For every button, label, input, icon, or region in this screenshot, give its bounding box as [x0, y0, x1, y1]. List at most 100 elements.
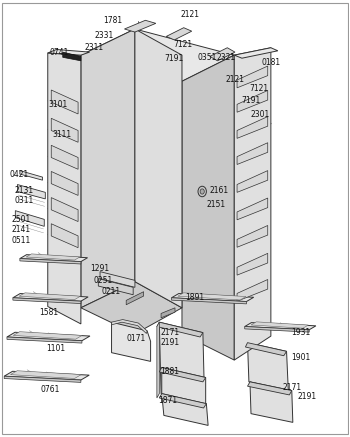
Polygon shape: [251, 322, 308, 328]
Text: 2171: 2171: [160, 328, 180, 337]
Text: 2131: 2131: [15, 186, 34, 195]
Polygon shape: [250, 382, 293, 423]
Polygon shape: [162, 394, 208, 425]
Text: 2311: 2311: [84, 43, 104, 52]
Polygon shape: [100, 272, 135, 287]
Text: 1891: 1891: [186, 293, 205, 302]
Polygon shape: [237, 170, 268, 192]
Polygon shape: [20, 255, 88, 262]
Text: 0211: 0211: [102, 287, 121, 296]
Polygon shape: [48, 49, 90, 55]
Text: 0171: 0171: [126, 334, 146, 343]
Polygon shape: [237, 143, 268, 164]
Polygon shape: [237, 117, 268, 139]
Polygon shape: [63, 52, 81, 61]
Polygon shape: [234, 48, 271, 360]
Polygon shape: [178, 293, 246, 300]
Text: 2301: 2301: [251, 110, 270, 119]
Text: 1101: 1101: [46, 344, 65, 353]
Polygon shape: [157, 322, 203, 337]
Polygon shape: [125, 20, 156, 32]
Text: 2191: 2191: [298, 392, 317, 401]
Polygon shape: [161, 308, 175, 318]
Circle shape: [200, 189, 204, 194]
Polygon shape: [15, 211, 44, 226]
Polygon shape: [172, 298, 246, 304]
Polygon shape: [81, 282, 182, 334]
Polygon shape: [126, 291, 144, 305]
Text: 2321: 2321: [217, 53, 236, 62]
Polygon shape: [237, 225, 268, 247]
Text: 2141: 2141: [11, 225, 30, 234]
Polygon shape: [4, 371, 89, 380]
Text: 1781: 1781: [104, 16, 122, 25]
Polygon shape: [172, 294, 254, 302]
Text: 0311: 0311: [15, 196, 34, 205]
Polygon shape: [51, 146, 78, 169]
Polygon shape: [237, 280, 268, 301]
Polygon shape: [81, 29, 234, 81]
Text: 2331: 2331: [95, 31, 114, 40]
Polygon shape: [13, 298, 81, 304]
Text: 1291: 1291: [91, 264, 110, 273]
Polygon shape: [51, 198, 78, 222]
Polygon shape: [98, 279, 133, 295]
Text: 2171: 2171: [282, 383, 301, 392]
Text: 0511: 0511: [11, 236, 30, 245]
Polygon shape: [48, 53, 81, 324]
Polygon shape: [20, 259, 81, 264]
Text: 1881: 1881: [160, 368, 179, 376]
Polygon shape: [7, 332, 90, 341]
Text: 7191: 7191: [241, 97, 260, 105]
Polygon shape: [13, 332, 82, 339]
Text: 7191: 7191: [164, 54, 184, 62]
Polygon shape: [245, 323, 316, 330]
Polygon shape: [162, 368, 206, 404]
Polygon shape: [112, 319, 147, 333]
Text: 0351: 0351: [198, 53, 217, 62]
Polygon shape: [237, 253, 268, 275]
Text: 7121: 7121: [249, 84, 268, 93]
Text: 3101: 3101: [49, 100, 68, 109]
Polygon shape: [13, 294, 88, 301]
Polygon shape: [166, 28, 192, 40]
Text: 1581: 1581: [39, 308, 58, 317]
Polygon shape: [51, 224, 78, 248]
Polygon shape: [10, 371, 81, 378]
Text: 2191: 2191: [160, 338, 180, 347]
Text: 2501: 2501: [11, 215, 30, 224]
Text: 2161: 2161: [209, 186, 228, 195]
Polygon shape: [51, 90, 78, 114]
Polygon shape: [51, 171, 78, 195]
Text: 0251: 0251: [93, 276, 112, 285]
Polygon shape: [19, 293, 80, 300]
Polygon shape: [18, 184, 45, 199]
Text: 2121: 2121: [225, 75, 245, 83]
Polygon shape: [210, 48, 235, 61]
Polygon shape: [182, 55, 234, 360]
Text: 3111: 3111: [52, 130, 71, 139]
Polygon shape: [81, 29, 135, 308]
Polygon shape: [234, 48, 278, 58]
Text: 0741: 0741: [49, 48, 69, 57]
Polygon shape: [112, 322, 150, 361]
Polygon shape: [159, 322, 205, 404]
Polygon shape: [237, 198, 268, 220]
Polygon shape: [26, 254, 80, 260]
Text: 0421: 0421: [10, 170, 29, 179]
Polygon shape: [245, 326, 309, 332]
Polygon shape: [4, 376, 81, 382]
Text: 1931: 1931: [291, 328, 310, 337]
Text: 0761: 0761: [41, 385, 60, 394]
Polygon shape: [237, 90, 268, 112]
Text: 2121: 2121: [180, 10, 199, 19]
Text: 7121: 7121: [173, 40, 193, 49]
Polygon shape: [157, 322, 159, 398]
Text: 0181: 0181: [261, 58, 281, 67]
Polygon shape: [247, 382, 292, 395]
Polygon shape: [51, 118, 78, 142]
Polygon shape: [7, 337, 82, 343]
Polygon shape: [159, 368, 206, 382]
Text: 2151: 2151: [206, 200, 225, 209]
Polygon shape: [159, 394, 206, 408]
